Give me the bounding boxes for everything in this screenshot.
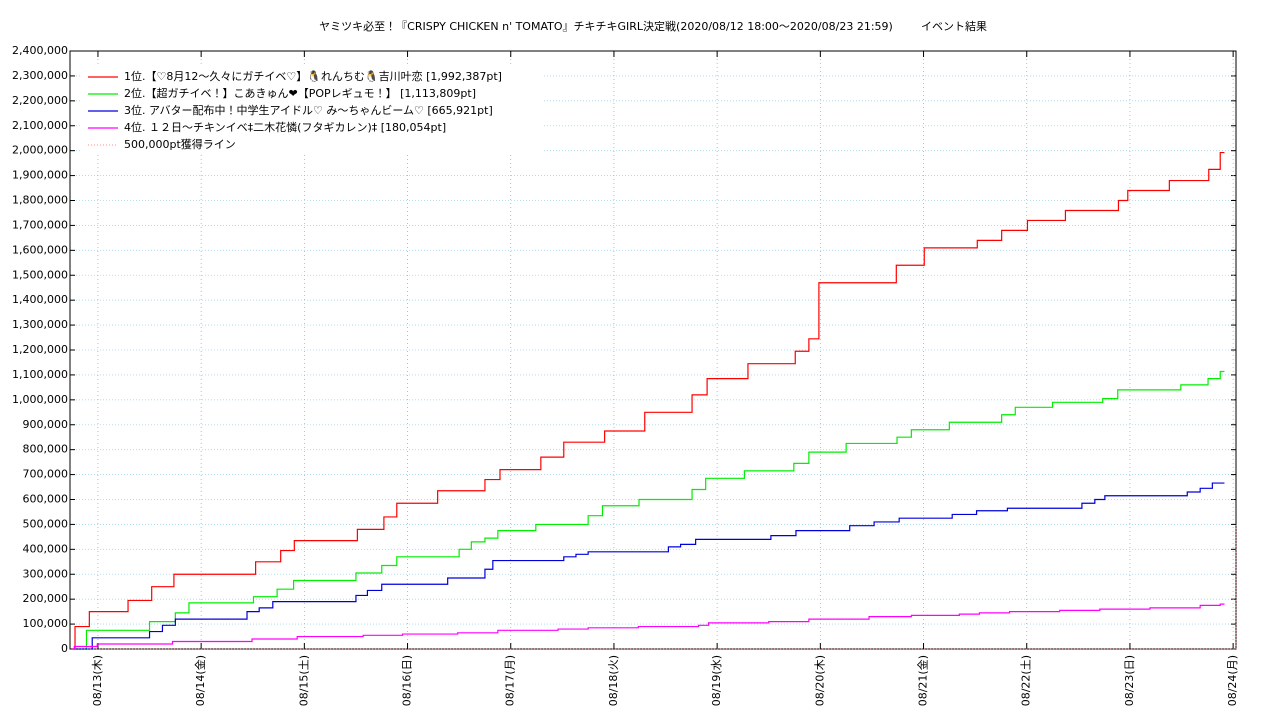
y-tick-label: 1,100,000	[12, 368, 68, 381]
series-line	[72, 151, 1225, 650]
series-line	[72, 370, 1225, 650]
x-tick-label: 08/14(金)	[194, 655, 207, 706]
x-tick-label: 08/19(水)	[710, 655, 723, 706]
y-tick-label: 2,400,000	[12, 44, 68, 57]
x-tick-label: 08/23(日)	[1123, 655, 1136, 706]
y-tick-label: 500,000	[23, 517, 69, 530]
y-tick-label: 800,000	[23, 443, 69, 456]
y-tick-label: 1,800,000	[12, 194, 68, 207]
y-tick-label: 1,200,000	[12, 343, 68, 356]
chart-title: ヤミツキ必至！『CRISPY CHICKEN n' TOMATO』チキチキGIR…	[319, 20, 893, 33]
x-tick-label: 08/17(月)	[504, 655, 517, 706]
legend-label: 1位.【♡8月12〜久々にガチイベ♡】🐧れんちむ🐧吉川叶恋 [1,992,387…	[124, 70, 502, 83]
legend-label: 2位.【超ガチイベ！】こあきゅん❤【POPレギュモ！】 [1,113,809pt…	[124, 86, 476, 100]
x-tick-label: 08/15(土)	[297, 655, 310, 706]
y-tick-label: 900,000	[23, 418, 69, 431]
y-tick-label: 300,000	[23, 567, 69, 580]
y-tick-label: 2,000,000	[12, 144, 68, 157]
legend-box	[80, 65, 543, 155]
y-tick-label: 1,600,000	[12, 243, 68, 256]
series-line	[72, 603, 1225, 650]
y-tick-label: 1,900,000	[12, 169, 68, 182]
y-tick-label: 2,100,000	[12, 119, 68, 132]
series-line	[72, 482, 1225, 650]
x-tick-label: 08/13(木)	[91, 655, 104, 706]
y-tick-label: 700,000	[23, 468, 69, 481]
x-tick-label: 08/20(木)	[813, 655, 826, 706]
y-tick-label: 100,000	[23, 617, 69, 630]
x-tick-label: 08/21(金)	[917, 655, 930, 706]
legend-label: 4位. １２日〜チキンイベ‡二木花憐(フタギカレン)‡ [180,054pt]	[124, 121, 446, 134]
chart-subtitle: イベント結果	[921, 20, 987, 33]
x-tick-label: 08/22(土)	[1020, 655, 1033, 706]
x-tick-label: 08/24(月)	[1226, 655, 1239, 706]
y-tick-label: 2,200,000	[12, 94, 68, 107]
y-tick-label: 0	[61, 642, 68, 655]
y-tick-label: 2,300,000	[12, 69, 68, 82]
legend-label: 500,000pt獲得ライン	[124, 137, 236, 151]
x-tick-label: 08/16(日)	[401, 655, 414, 706]
y-tick-label: 1,400,000	[12, 293, 68, 306]
y-tick-label: 200,000	[23, 592, 69, 605]
y-tick-label: 400,000	[23, 542, 69, 555]
x-tick-label: 08/18(火)	[607, 655, 620, 706]
y-tick-label: 1,700,000	[12, 218, 68, 231]
y-tick-label: 600,000	[23, 493, 69, 506]
legend-label: 3位. アバター配布中！中学生アイドル♡ み〜ちゃんビーム♡ [665,921p…	[124, 103, 493, 117]
y-tick-label: 1,000,000	[12, 393, 68, 406]
series-line	[72, 524, 1237, 650]
y-tick-label: 1,500,000	[12, 268, 68, 281]
y-tick-label: 1,300,000	[12, 318, 68, 331]
plot-frame	[69, 50, 1237, 650]
